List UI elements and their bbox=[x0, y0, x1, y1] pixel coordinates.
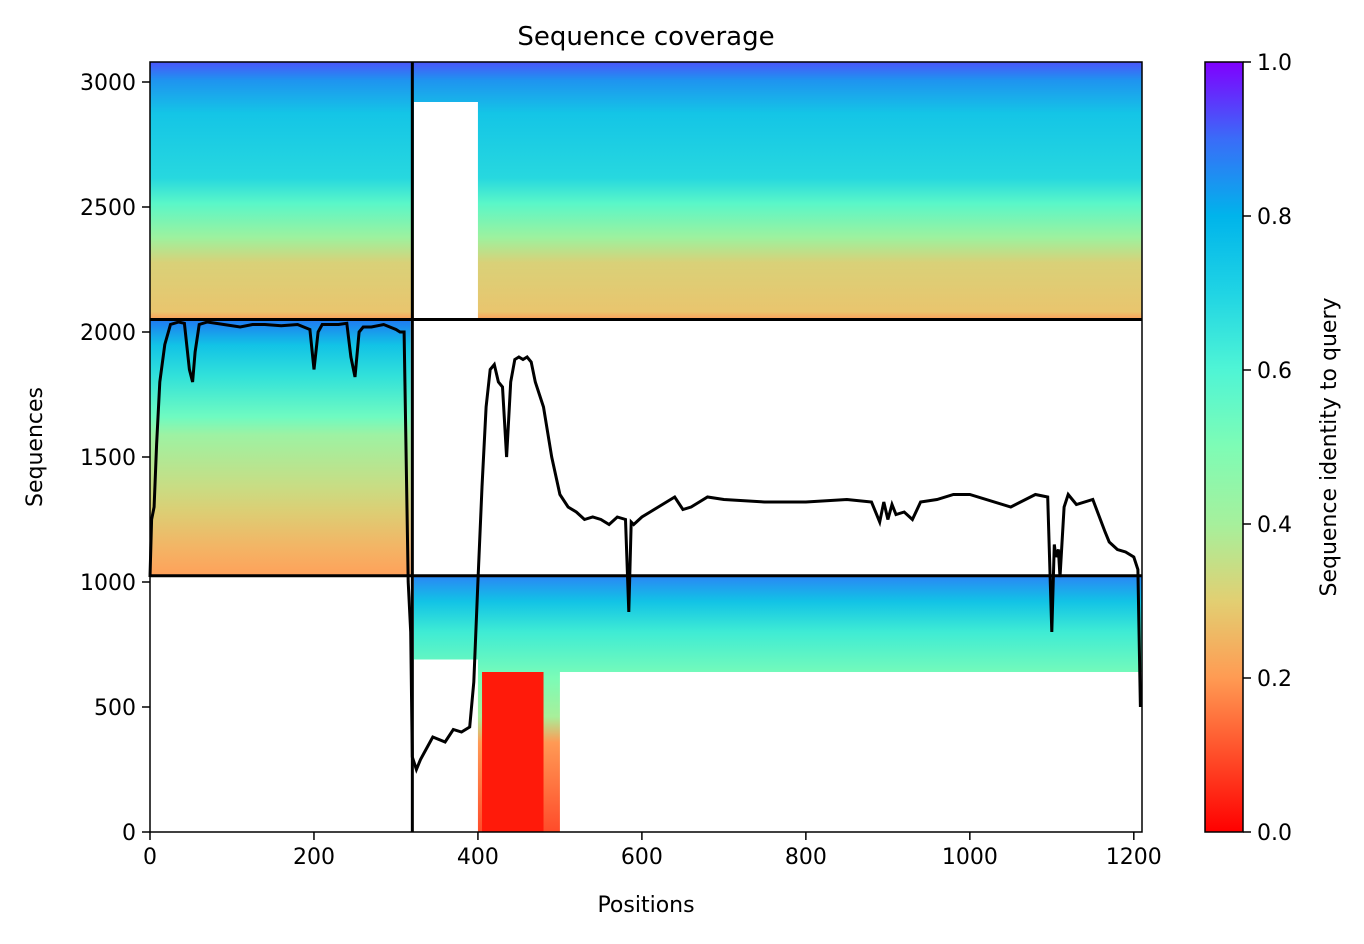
y-tick-label: 1500 bbox=[80, 446, 136, 471]
colorbar-label: Sequence identity to query bbox=[1317, 297, 1342, 596]
y-tick-label: 0 bbox=[122, 821, 136, 846]
x-tick-label: 1200 bbox=[1106, 845, 1162, 870]
y-tick-label: 3000 bbox=[80, 71, 136, 96]
y-axis-label: Sequences bbox=[23, 387, 48, 507]
x-axis-ticks: 0 200 400 600 800 1000 1200 bbox=[143, 832, 1162, 870]
colorbar-tick-label: 0.0 bbox=[1257, 821, 1292, 846]
colorbar-tick-label: 0.8 bbox=[1257, 205, 1292, 230]
x-tick-label: 1000 bbox=[942, 845, 998, 870]
x-tick-label: 800 bbox=[785, 845, 827, 870]
colorbar-tick-label: 1.0 bbox=[1257, 51, 1292, 76]
x-tick-label: 600 bbox=[621, 845, 663, 870]
y-tick-label: 1000 bbox=[80, 571, 136, 596]
x-tick-label: 400 bbox=[457, 845, 499, 870]
axes-frame bbox=[149, 61, 1143, 833]
msa-blocks bbox=[150, 62, 1142, 832]
x-tick-label: 200 bbox=[293, 845, 335, 870]
paired-gap-region bbox=[413, 102, 478, 320]
colorbar-tick-label: 0.6 bbox=[1257, 359, 1292, 384]
y-axis-ticks: 0 500 1000 1500 2000 2500 3000 bbox=[80, 71, 150, 846]
chart-title: Sequence coverage bbox=[517, 22, 774, 52]
colorbar-tick-label: 0.2 bbox=[1257, 667, 1292, 692]
y-tick-label: 500 bbox=[94, 696, 136, 721]
x-tick-label: 0 bbox=[143, 845, 157, 870]
paired-block bbox=[150, 62, 1142, 320]
y-tick-label: 2000 bbox=[80, 321, 136, 346]
coverage-line bbox=[148, 320, 1142, 774]
chain-b-low-identity-gap bbox=[559, 672, 1142, 832]
y-tick-label: 2500 bbox=[80, 196, 136, 221]
colorbar bbox=[1204, 61, 1244, 833]
chain-b-gap-region bbox=[413, 659, 478, 832]
colorbar-ticks: 0.0 0.2 0.4 0.6 0.8 1.0 bbox=[1243, 51, 1292, 846]
x-axis-label: Positions bbox=[597, 893, 694, 918]
low-identity-cluster bbox=[482, 672, 544, 832]
colorbar-tick-label: 0.4 bbox=[1257, 513, 1292, 538]
